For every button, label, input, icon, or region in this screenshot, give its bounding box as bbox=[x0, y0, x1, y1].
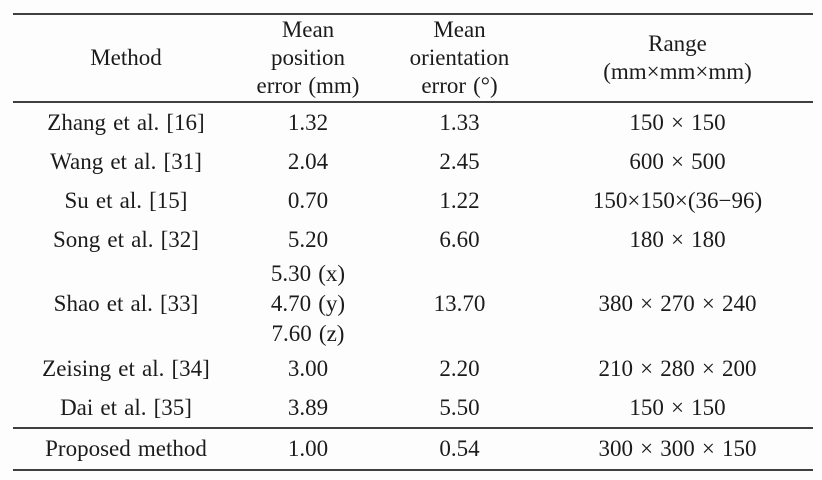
method-cell: Song et al. [32] bbox=[53, 226, 199, 252]
position-error-line: 7.60 (z) bbox=[271, 321, 345, 346]
table-row: Zeising et al. [34] 3.00 2.20 210 × 280 … bbox=[13, 349, 813, 388]
orientation-error-cell: 13.70 bbox=[433, 291, 486, 316]
position-error-cell: 3.00 bbox=[287, 355, 329, 381]
range-cell: 150 × 150 bbox=[629, 394, 726, 420]
method-cell: Dai et al. [35] bbox=[60, 394, 192, 420]
method-cell: Shao et al. [33] bbox=[53, 291, 199, 316]
results-table: Method Mean position error (mm) Mean ori… bbox=[13, 13, 813, 471]
orientation-error-cell: 5.50 bbox=[439, 394, 480, 420]
header-rule bbox=[13, 101, 813, 103]
header-position-line: position bbox=[270, 45, 346, 70]
position-error-cell: 1.00 bbox=[287, 436, 329, 461]
orientation-error-cell: 2.20 bbox=[439, 355, 480, 381]
position-error-line: 5.30 (x) bbox=[270, 261, 346, 286]
table-row: Dai et al. [35] 3.89 5.50 150 × 150 bbox=[13, 388, 813, 427]
position-error-cell: 5.30 (x) 4.70 (y) 7.60 (z) bbox=[239, 259, 377, 349]
table-row: Shao et al. [33] 5.30 (x) 4.70 (y) 7.60 … bbox=[13, 259, 813, 349]
range-cell: 180 × 180 bbox=[629, 226, 726, 252]
method-cell: Proposed method bbox=[45, 436, 207, 461]
orientation-error-cell: 6.60 bbox=[439, 226, 480, 252]
method-cell: Zhang et al. [16] bbox=[47, 109, 205, 135]
header-orientation-line: Mean bbox=[433, 17, 486, 42]
orientation-error-cell: 2.45 bbox=[439, 148, 480, 174]
range-cell: 150 × 150 bbox=[629, 109, 726, 135]
header-orientation-line: error (°) bbox=[421, 73, 498, 98]
position-error-cell: 2.04 bbox=[287, 148, 329, 174]
header-range: Range (mm×mm×mm) bbox=[542, 15, 813, 101]
range-cell: 380 × 270 × 240 bbox=[598, 291, 757, 316]
header-range-line: (mm×mm×mm) bbox=[603, 59, 752, 84]
position-error-line: 4.70 (y) bbox=[270, 291, 346, 316]
range-cell: 300 × 300 × 150 bbox=[598, 436, 757, 461]
range-cell: 600 × 500 bbox=[629, 148, 726, 174]
table-row: Su et al. [15] 0.70 1.22 150×150×(36−96) bbox=[13, 181, 813, 220]
orientation-error-cell: 1.33 bbox=[439, 109, 480, 135]
proposed-method-row: Proposed method 1.00 0.54 300 × 300 × 15… bbox=[13, 429, 813, 469]
method-cell: Su et al. [15] bbox=[64, 187, 188, 213]
footer-rule bbox=[13, 427, 813, 429]
method-cell: Zeising et al. [34] bbox=[42, 355, 210, 381]
orientation-error-cell: 1.22 bbox=[439, 187, 480, 213]
header-position-line: Mean bbox=[281, 17, 335, 42]
position-error-cell: 5.20 bbox=[287, 226, 329, 252]
position-error-cell: 3.89 bbox=[287, 394, 329, 420]
table-header: Method Mean position error (mm) Mean ori… bbox=[13, 15, 813, 101]
header-position-error: Mean position error (mm) bbox=[239, 15, 377, 101]
bottom-rule bbox=[13, 469, 813, 471]
table-row: Zhang et al. [16] 1.32 1.33 150 × 150 bbox=[13, 103, 813, 142]
table-row: Song et al. [32] 5.20 6.60 180 × 180 bbox=[13, 220, 813, 259]
header-orientation-line: orientation bbox=[409, 45, 510, 70]
orientation-error-cell: 0.54 bbox=[439, 436, 480, 461]
header-position-line: error (mm) bbox=[256, 73, 360, 98]
table-row: Wang et al. [31] 2.04 2.45 600 × 500 bbox=[13, 142, 813, 181]
range-cell: 210 × 280 × 200 bbox=[598, 355, 757, 381]
position-error-cell: 1.32 bbox=[287, 109, 329, 135]
position-error-cell: 0.70 bbox=[287, 187, 329, 213]
header-range-line: Range bbox=[648, 31, 707, 56]
method-cell: Wang et al. [31] bbox=[50, 148, 202, 174]
header-method: Method bbox=[13, 15, 239, 101]
range-cell: 150×150×(36−96) bbox=[592, 187, 763, 213]
header-orientation-error: Mean orientation error (°) bbox=[377, 15, 542, 101]
header-method-line: Method bbox=[90, 45, 162, 70]
top-rule bbox=[13, 13, 813, 15]
